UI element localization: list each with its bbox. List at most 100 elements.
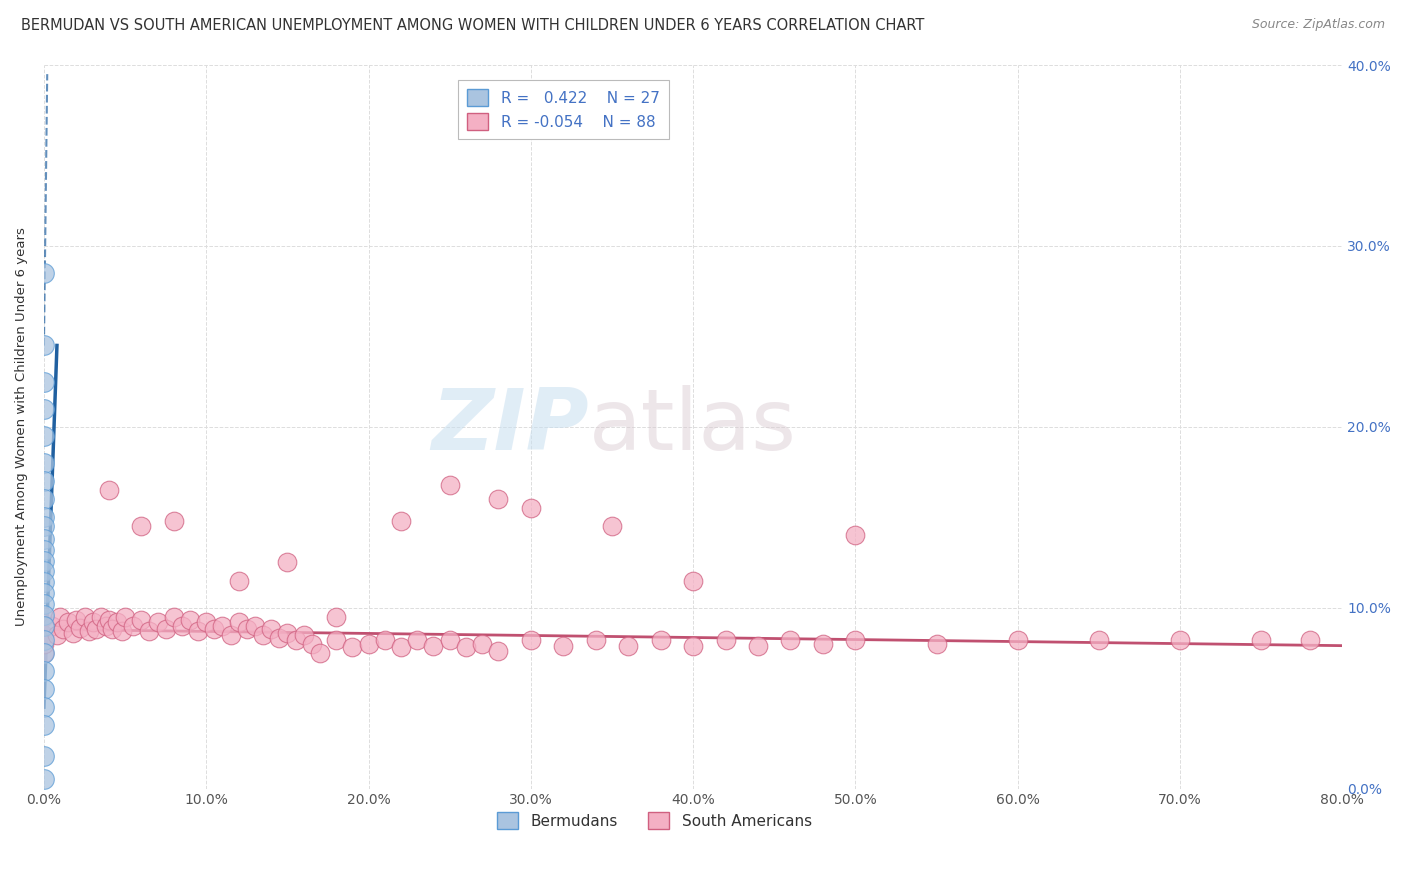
Point bbox=[260, 623, 283, 637]
Point bbox=[32, 609, 55, 624]
Point bbox=[714, 633, 737, 648]
Point bbox=[122, 619, 145, 633]
Point bbox=[32, 633, 55, 648]
Point bbox=[292, 628, 315, 642]
Point bbox=[682, 639, 704, 653]
Point bbox=[32, 628, 55, 642]
Point bbox=[454, 640, 477, 655]
Point bbox=[32, 492, 55, 507]
Point bbox=[131, 613, 153, 627]
Point bbox=[486, 644, 509, 658]
Point bbox=[32, 619, 55, 633]
Point bbox=[32, 266, 55, 280]
Point bbox=[46, 628, 69, 642]
Point bbox=[82, 615, 104, 629]
Point bbox=[1088, 633, 1111, 648]
Point bbox=[406, 633, 429, 648]
Point bbox=[747, 639, 769, 653]
Y-axis label: Unemployment Among Women with Children Under 6 years: Unemployment Among Women with Children U… bbox=[15, 227, 28, 626]
Point bbox=[32, 646, 55, 660]
Point bbox=[84, 623, 107, 637]
Point bbox=[600, 519, 623, 533]
Point bbox=[32, 586, 55, 600]
Point bbox=[276, 626, 298, 640]
Point bbox=[422, 639, 444, 653]
Point bbox=[170, 619, 193, 633]
Point bbox=[520, 633, 543, 648]
Point bbox=[163, 609, 186, 624]
Point bbox=[243, 619, 266, 633]
Point bbox=[138, 624, 160, 639]
Point bbox=[90, 609, 112, 624]
Point bbox=[52, 623, 75, 637]
Point bbox=[32, 474, 55, 488]
Point bbox=[32, 519, 55, 533]
Point bbox=[308, 646, 330, 660]
Point bbox=[94, 619, 117, 633]
Point bbox=[617, 639, 640, 653]
Point bbox=[32, 607, 55, 622]
Point bbox=[32, 456, 55, 470]
Point bbox=[105, 615, 128, 629]
Text: ZIP: ZIP bbox=[432, 385, 589, 468]
Point bbox=[236, 623, 259, 637]
Point bbox=[163, 514, 186, 528]
Point bbox=[32, 429, 55, 443]
Point bbox=[219, 628, 242, 642]
Point bbox=[682, 574, 704, 588]
Point bbox=[486, 492, 509, 507]
Point bbox=[32, 565, 55, 579]
Point bbox=[32, 681, 55, 696]
Point bbox=[58, 615, 80, 629]
Point bbox=[357, 637, 380, 651]
Point bbox=[844, 528, 866, 542]
Point bbox=[374, 633, 396, 648]
Point bbox=[585, 633, 607, 648]
Point bbox=[228, 615, 250, 629]
Point bbox=[211, 619, 233, 633]
Point bbox=[325, 609, 347, 624]
Point bbox=[111, 624, 134, 639]
Point bbox=[32, 772, 55, 787]
Point bbox=[276, 556, 298, 570]
Point bbox=[342, 640, 364, 655]
Point bbox=[114, 609, 136, 624]
Point bbox=[73, 609, 96, 624]
Point bbox=[925, 637, 948, 651]
Point bbox=[32, 597, 55, 611]
Point bbox=[1250, 633, 1272, 648]
Point bbox=[32, 338, 55, 352]
Point bbox=[146, 615, 169, 629]
Point bbox=[269, 632, 291, 646]
Point bbox=[32, 575, 55, 590]
Point bbox=[131, 519, 153, 533]
Point bbox=[471, 637, 494, 651]
Point bbox=[32, 554, 55, 568]
Point bbox=[32, 542, 55, 557]
Point bbox=[32, 749, 55, 764]
Point bbox=[301, 637, 323, 651]
Point bbox=[439, 477, 461, 491]
Point bbox=[32, 637, 55, 651]
Point bbox=[32, 532, 55, 546]
Legend: Bermudans, South Americans: Bermudans, South Americans bbox=[491, 806, 818, 835]
Text: atlas: atlas bbox=[589, 385, 797, 468]
Point bbox=[32, 646, 55, 660]
Point bbox=[41, 619, 63, 633]
Point bbox=[439, 633, 461, 648]
Point bbox=[69, 621, 91, 635]
Point bbox=[32, 664, 55, 678]
Point bbox=[97, 483, 120, 497]
Point bbox=[811, 637, 834, 651]
Point bbox=[32, 718, 55, 732]
Point bbox=[389, 514, 412, 528]
Text: Source: ZipAtlas.com: Source: ZipAtlas.com bbox=[1251, 18, 1385, 31]
Point bbox=[97, 613, 120, 627]
Point bbox=[325, 633, 347, 648]
Point bbox=[32, 401, 55, 416]
Point bbox=[32, 510, 55, 524]
Point bbox=[155, 623, 177, 637]
Point bbox=[1299, 633, 1322, 648]
Point bbox=[389, 640, 412, 655]
Point bbox=[62, 626, 84, 640]
